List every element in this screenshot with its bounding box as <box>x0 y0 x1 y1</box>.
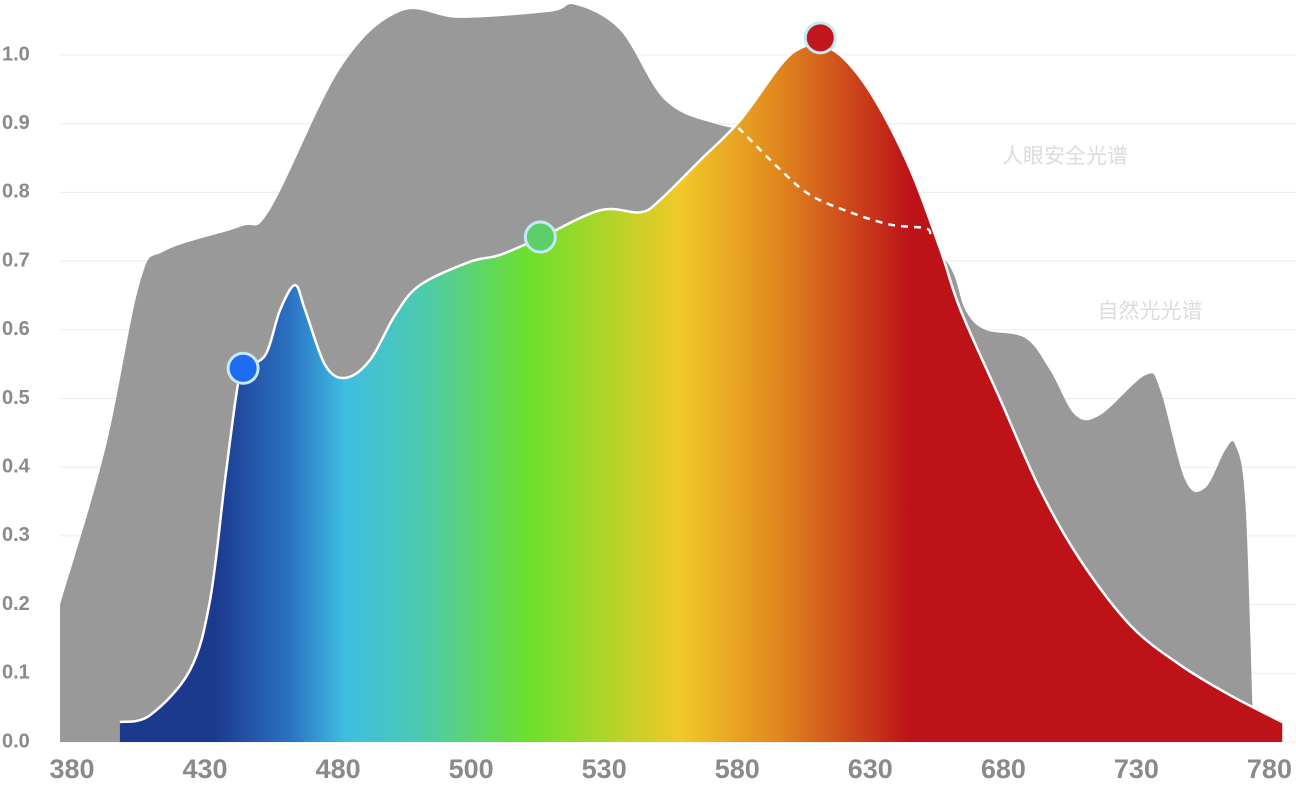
y-tick-label: 0.2 <box>2 593 30 615</box>
marker <box>803 21 837 55</box>
x-tick-label: 430 <box>183 754 228 784</box>
marker <box>226 351 260 385</box>
y-tick-label: 0.5 <box>2 387 30 409</box>
y-tick-label: 0.8 <box>2 181 30 203</box>
y-tick-label: 0.6 <box>2 318 30 340</box>
area <box>119 43 1283 743</box>
legend-label: 自然光光谱 <box>1098 299 1203 323</box>
y-tick-label: 0.4 <box>2 455 31 477</box>
marker <box>523 220 557 254</box>
y-tick-label: 0.0 <box>2 730 30 752</box>
legend-label: 人眼安全光谱 <box>1002 144 1128 168</box>
x-tick-label: 730 <box>1114 754 1159 784</box>
x-tick-label: 480 <box>316 754 361 784</box>
x-tick-label: 630 <box>848 754 893 784</box>
y-tick-label: 0.3 <box>2 524 30 546</box>
x-tick-label: 680 <box>981 754 1026 784</box>
y-tick-label: 0.1 <box>2 662 30 684</box>
x-tick-label: 380 <box>49 754 94 784</box>
y-tick-label: 0.7 <box>2 249 30 271</box>
y-tick-label: 1.0 <box>2 43 30 65</box>
x-tick-label: 530 <box>582 754 627 784</box>
x-tick-label: 500 <box>449 754 494 784</box>
x-tick-label: 780 <box>1247 754 1292 784</box>
y-tick-label: 0.9 <box>2 112 30 134</box>
x-tick-label: 580 <box>715 754 760 784</box>
